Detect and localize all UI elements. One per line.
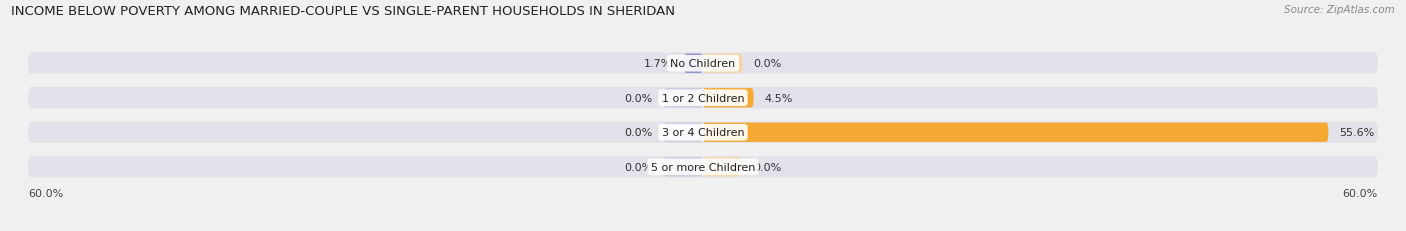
Text: 3 or 4 Children: 3 or 4 Children [662, 128, 744, 138]
Text: 4.5%: 4.5% [765, 93, 793, 103]
Text: 0.0%: 0.0% [624, 93, 652, 103]
FancyBboxPatch shape [664, 123, 703, 142]
Text: 0.0%: 0.0% [754, 59, 782, 69]
FancyBboxPatch shape [28, 53, 1378, 75]
Text: Source: ZipAtlas.com: Source: ZipAtlas.com [1284, 5, 1395, 15]
Text: 1.7%: 1.7% [644, 59, 672, 69]
FancyBboxPatch shape [28, 122, 1378, 143]
Text: 60.0%: 60.0% [28, 188, 63, 198]
Text: 0.0%: 0.0% [754, 162, 782, 172]
FancyBboxPatch shape [28, 156, 1378, 178]
FancyBboxPatch shape [664, 89, 703, 108]
FancyBboxPatch shape [703, 89, 754, 108]
FancyBboxPatch shape [703, 54, 742, 73]
FancyBboxPatch shape [703, 158, 742, 177]
Text: 0.0%: 0.0% [624, 162, 652, 172]
FancyBboxPatch shape [28, 88, 1378, 109]
FancyBboxPatch shape [664, 158, 703, 177]
Text: 60.0%: 60.0% [1343, 188, 1378, 198]
Text: 0.0%: 0.0% [624, 128, 652, 138]
Text: 1 or 2 Children: 1 or 2 Children [662, 93, 744, 103]
Text: No Children: No Children [671, 59, 735, 69]
Text: INCOME BELOW POVERTY AMONG MARRIED-COUPLE VS SINGLE-PARENT HOUSEHOLDS IN SHERIDA: INCOME BELOW POVERTY AMONG MARRIED-COUPL… [11, 5, 675, 18]
FancyBboxPatch shape [703, 123, 1329, 142]
FancyBboxPatch shape [683, 54, 703, 73]
Text: 55.6%: 55.6% [1340, 128, 1375, 138]
Text: 5 or more Children: 5 or more Children [651, 162, 755, 172]
